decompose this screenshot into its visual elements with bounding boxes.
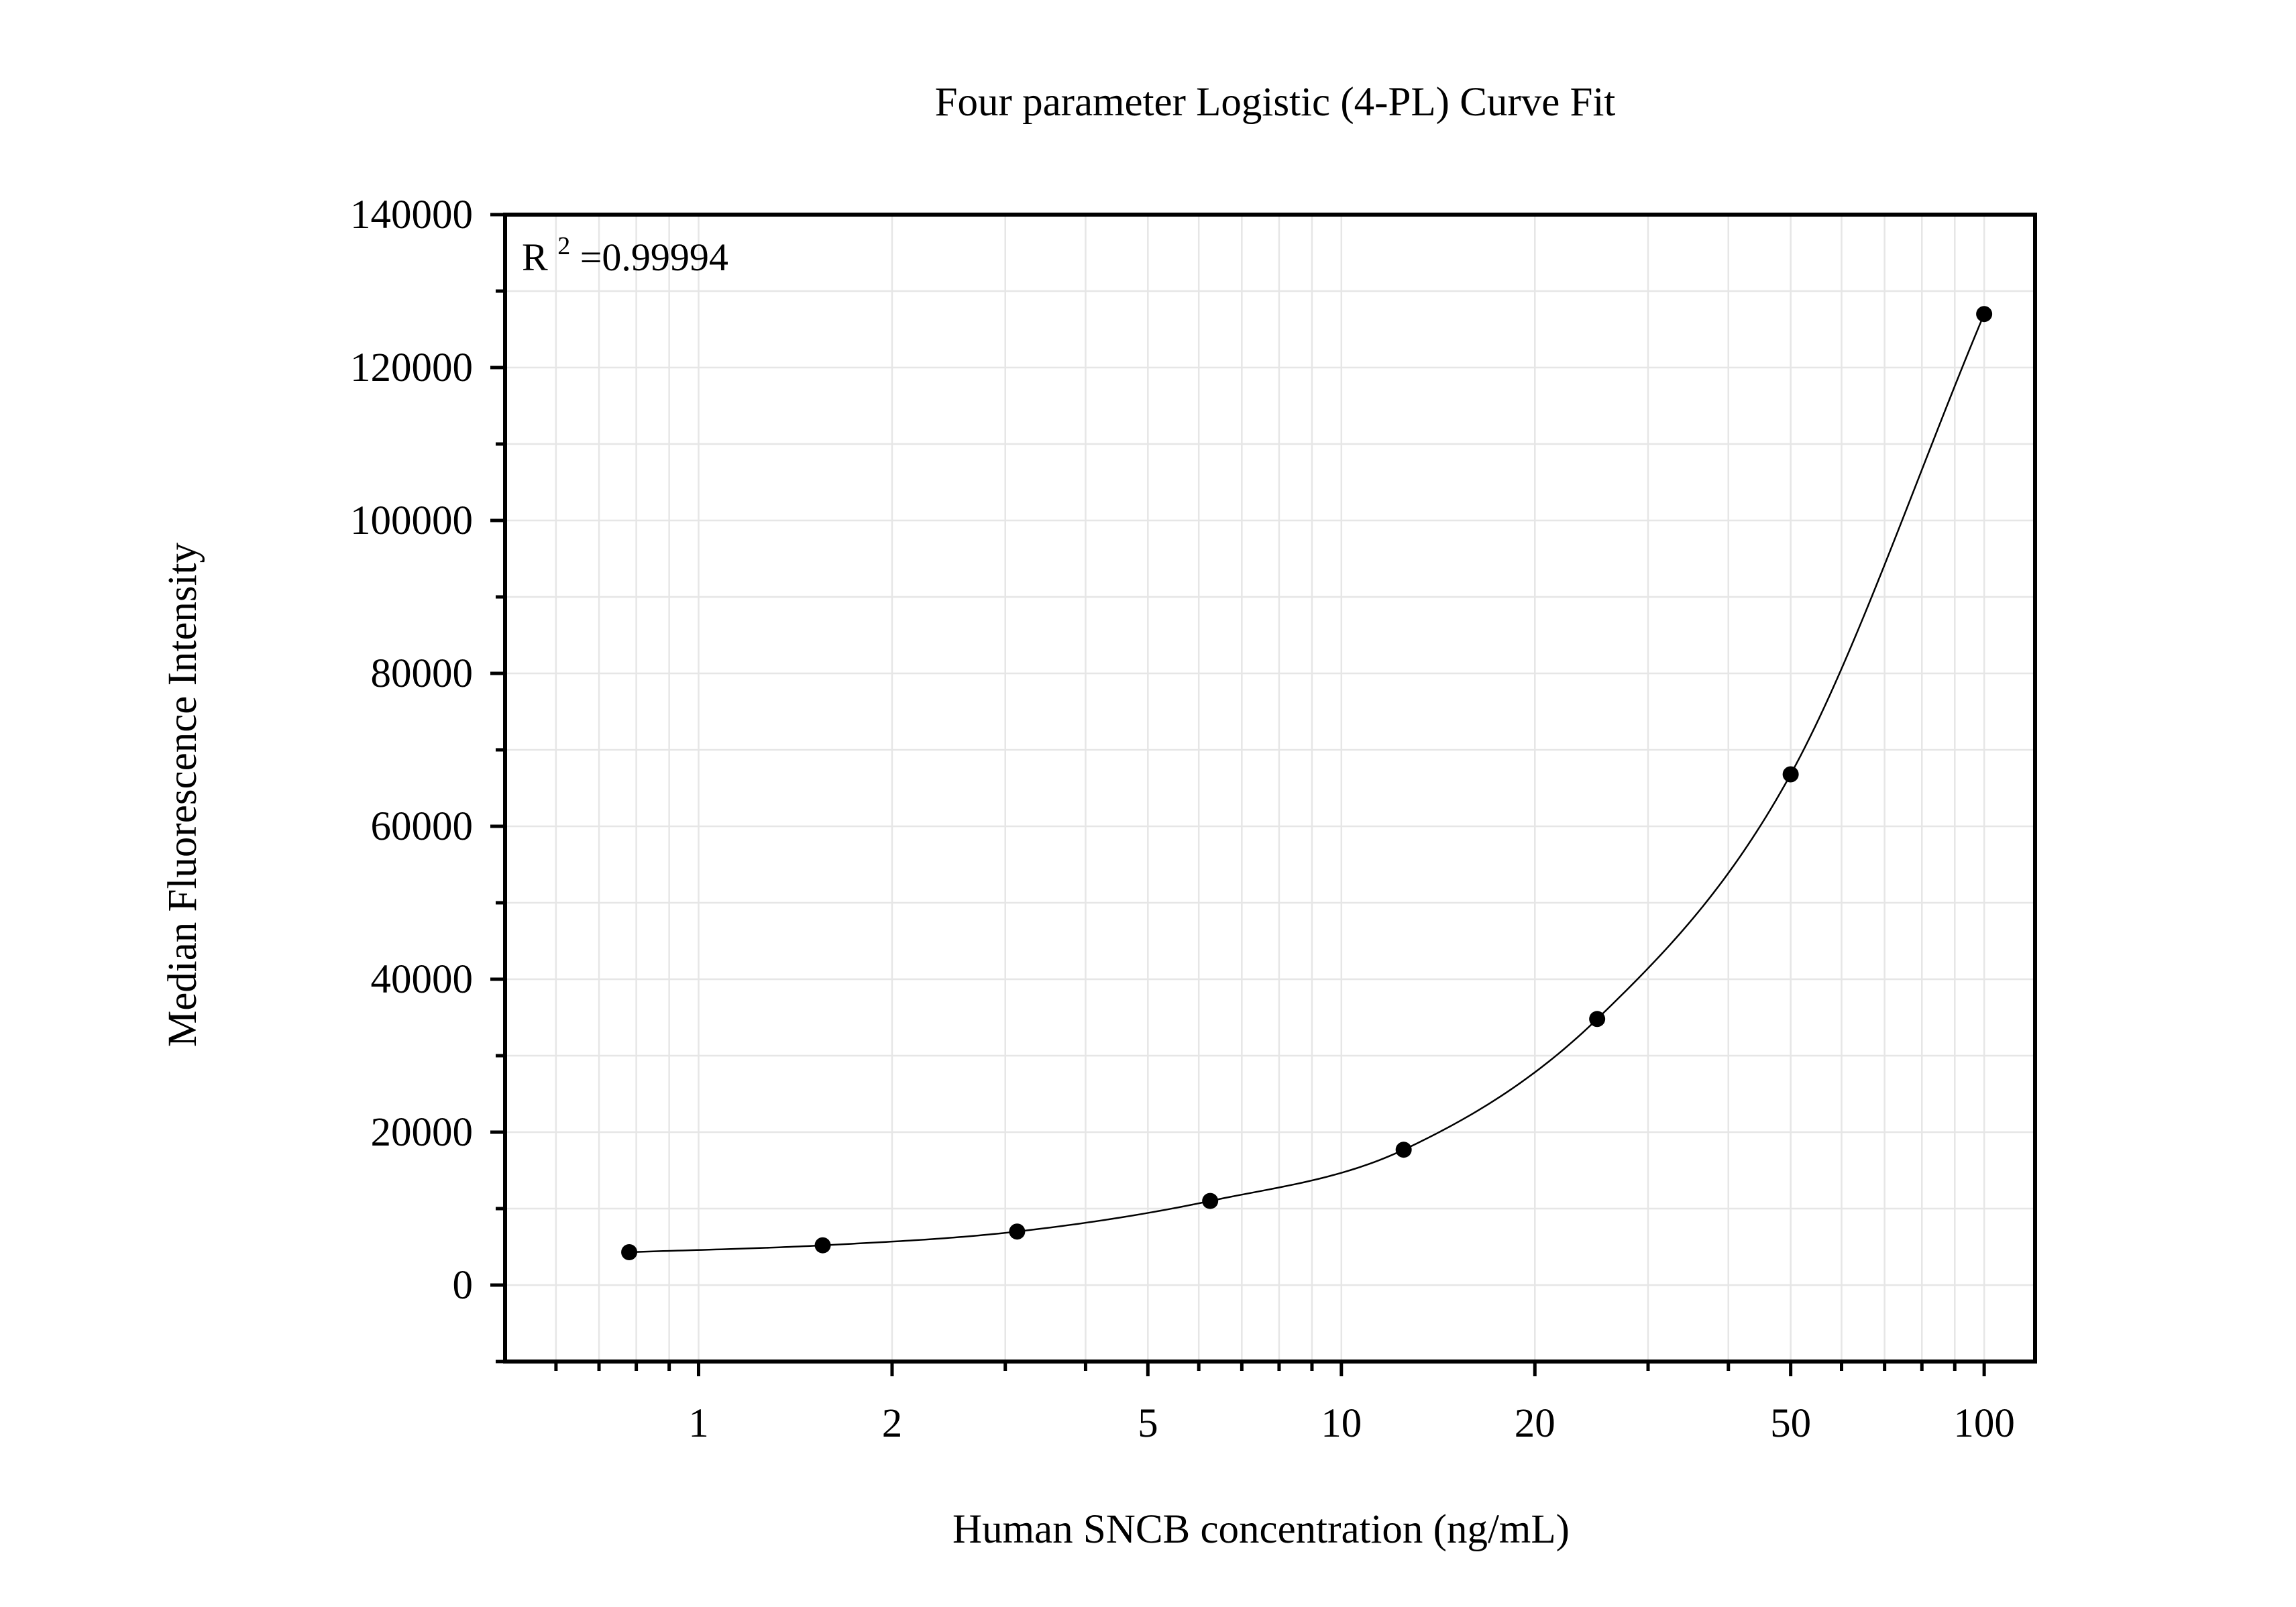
x-tick-label: 10: [1321, 1401, 1362, 1446]
data-point: [1589, 1011, 1606, 1028]
y-axis-title: Median Fluorescence Intensity: [160, 542, 205, 1047]
x-tick-label: 100: [1953, 1401, 2015, 1446]
chart-title: Four parameter Logistic (4-PL) Curve Fit: [935, 80, 1616, 125]
data-point: [621, 1243, 638, 1260]
data-point: [814, 1237, 831, 1254]
ticks-layer: [490, 213, 1986, 1376]
y-tick-label: 20000: [371, 1110, 474, 1155]
y-tick-label: 60000: [371, 804, 474, 849]
tick-labels-layer: 1 2 5 10 20 50 100 0 20000 40000 60000 80000 100000 1…: [350, 192, 2015, 1446]
grid-layer: [505, 213, 2035, 1363]
data-point: [1202, 1193, 1219, 1209]
x-tick-label: 2: [882, 1401, 903, 1446]
data-point: [1976, 306, 1993, 323]
fit-curve: [629, 313, 1985, 1254]
fit-curve-layer: [629, 313, 1985, 1254]
y-tick-label: 140000: [350, 192, 473, 237]
axes-layer: [503, 213, 2037, 1364]
y-tick-label: 0: [453, 1263, 474, 1308]
r-squared-value: =0.99994: [580, 235, 728, 279]
r-squared-base: R: [522, 235, 548, 279]
data-point: [1009, 1223, 1026, 1240]
x-tick-label: 1: [688, 1401, 709, 1446]
y-tick-label: 40000: [371, 957, 474, 1002]
r-squared-superscript: 2: [557, 232, 570, 260]
r-squared-annotation: R 2 =0.99994: [522, 219, 728, 279]
y-tick-label: 80000: [371, 651, 474, 696]
x-tick-label: 5: [1138, 1401, 1158, 1446]
x-tick-label: 50: [1770, 1401, 1811, 1446]
y-tick-label: 120000: [350, 345, 473, 390]
data-point: [1395, 1142, 1412, 1158]
data-points-layer: [621, 306, 1993, 1260]
y-tick-label: 100000: [350, 498, 473, 543]
data-point: [1782, 766, 1799, 783]
x-tick-label: 20: [1515, 1401, 1555, 1446]
plot-frame: [503, 213, 2037, 1364]
x-axis-title: Human SNCB concentration (ng/mL): [952, 1507, 1570, 1552]
